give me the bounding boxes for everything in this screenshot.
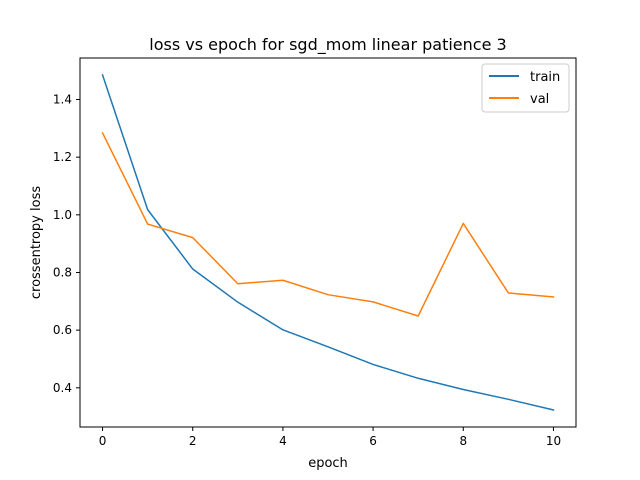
legend-label-val: val (530, 92, 549, 107)
x-axis-label: epoch (308, 456, 348, 471)
y-tick-label: 1.0 (53, 208, 72, 222)
y-axis-label: crossentropy loss (29, 186, 44, 299)
series-line-train (101, 74, 555, 411)
x-axis-ticks: 0 2 4 6 8 10 (99, 427, 561, 448)
y-tick-label: 0.6 (53, 323, 72, 337)
x-tick-label: 4 (279, 434, 287, 448)
y-tick-label: 0.4 (53, 381, 72, 395)
y-axis-ticks: 0.4 0.6 0.8 1.0 1.2 1.4 (53, 93, 80, 395)
x-tick-label: 6 (369, 434, 377, 448)
x-tick-label: 0 (99, 434, 107, 448)
x-tick-label: 8 (459, 434, 467, 448)
y-tick-label: 1.4 (53, 93, 72, 107)
y-tick-label: 1.2 (53, 150, 72, 164)
series-line-val (101, 131, 555, 317)
chart-title: loss vs epoch for sgd_mom linear patienc… (149, 35, 506, 55)
series-lines (101, 74, 555, 411)
plot-area-frame (79, 57, 577, 428)
x-tick-label: 10 (546, 434, 561, 448)
y-tick-label: 0.8 (53, 265, 72, 279)
legend: train val (481, 63, 570, 113)
x-tick-label: 2 (189, 434, 197, 448)
legend-label-train: train (530, 70, 560, 85)
